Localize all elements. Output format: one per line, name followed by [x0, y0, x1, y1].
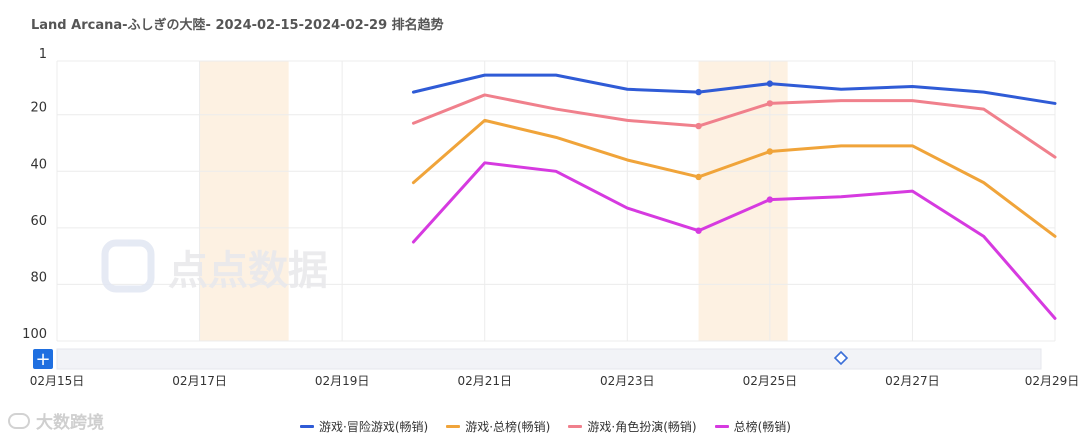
series-line-2: [411, 93, 1057, 159]
highlight-bands: [199, 61, 788, 341]
legend-swatch: [300, 425, 314, 428]
y-tick-label: 20: [30, 101, 47, 116]
series-line-0: [411, 73, 1057, 105]
legend-label: 游戏·角色扮演(畅销): [587, 420, 697, 434]
series-point-2: [695, 122, 702, 130]
highlight-band: [698, 61, 788, 341]
legend-item-2[interactable]: 游戏·角色扮演(畅销): [568, 418, 697, 435]
series-lines: [411, 73, 1057, 320]
series-point-0: [766, 80, 774, 87]
series-point-3: [695, 227, 702, 234]
zoom-add-label: +: [35, 349, 50, 370]
legend-swatch: [446, 425, 461, 428]
corner-logo: 大数跨境: [8, 408, 104, 433]
zoom-handle-icon[interactable]: [833, 350, 849, 366]
y-tick-label: 80: [30, 270, 47, 285]
legend-label: 游戏·总榜(畅销): [465, 420, 551, 434]
series-point-1: [695, 173, 702, 181]
zoom-track[interactable]: [56, 348, 1042, 370]
series-point-2: [766, 100, 774, 107]
series-line-3: [411, 161, 1057, 320]
y-axis-ticks: 1 20 40 60 80 100: [22, 47, 47, 342]
watermark-logo-icon: [101, 239, 155, 293]
series-point-3: [766, 196, 774, 203]
watermark-text: 点点数据: [168, 248, 328, 294]
series-point-1: [766, 148, 774, 155]
zoom-add-button[interactable]: [33, 349, 53, 369]
y-tick-label: 1: [39, 47, 47, 62]
x-tick-label: 02月15日: [30, 374, 85, 388]
y-tick-label: 40: [30, 157, 47, 172]
legend-label: 游戏·冒险游戏(畅销): [319, 420, 429, 434]
corner-logo-text: 大数跨境: [36, 413, 104, 433]
x-tick-label: 02月21日: [457, 374, 512, 388]
legend-label: 总榜(畅销): [733, 420, 791, 434]
legend-item-0[interactable]: 游戏·冒险游戏(畅销): [300, 418, 428, 435]
legend-swatch: [568, 425, 583, 428]
series-point-0: [695, 88, 702, 96]
x-tick-label: 02月17日: [172, 374, 227, 388]
x-tick-label: 02月25日: [743, 374, 798, 388]
highlight-band: [199, 61, 289, 341]
x-tick-label: 02月23日: [600, 374, 655, 388]
x-axis-ticks: 02月15日 02月17日 02月19日 02月21日 02月23日 02月25日 02月2…: [30, 374, 1080, 388]
legend: 游戏·冒险游戏(畅销) 游戏·总榜(畅销) 游戏·角色扮演(畅销) 总榜(畅销): [300, 418, 791, 435]
series-line-1: [411, 118, 1057, 238]
watermark: 点点数据: [101, 239, 328, 294]
chart-title: Land Arcana-ふしぎの大陸- 2024-02-15-2024-02-2…: [31, 18, 444, 33]
x-tick-label: 02月29日: [1025, 374, 1080, 388]
y-tick-label: 100: [22, 327, 47, 342]
legend-swatch: [714, 425, 729, 428]
legend-item-3[interactable]: 总榜(畅销): [714, 418, 791, 435]
zoom-slider: +: [33, 348, 1042, 370]
y-tick-label: 60: [30, 214, 47, 229]
x-tick-label: 02月19日: [315, 374, 370, 388]
x-tick-label: 02月27日: [885, 374, 940, 388]
legend-item-1[interactable]: 游戏·总榜(畅销): [446, 418, 550, 435]
grid-lines: [56, 60, 1056, 342]
corner-logo-icon: [8, 412, 30, 429]
